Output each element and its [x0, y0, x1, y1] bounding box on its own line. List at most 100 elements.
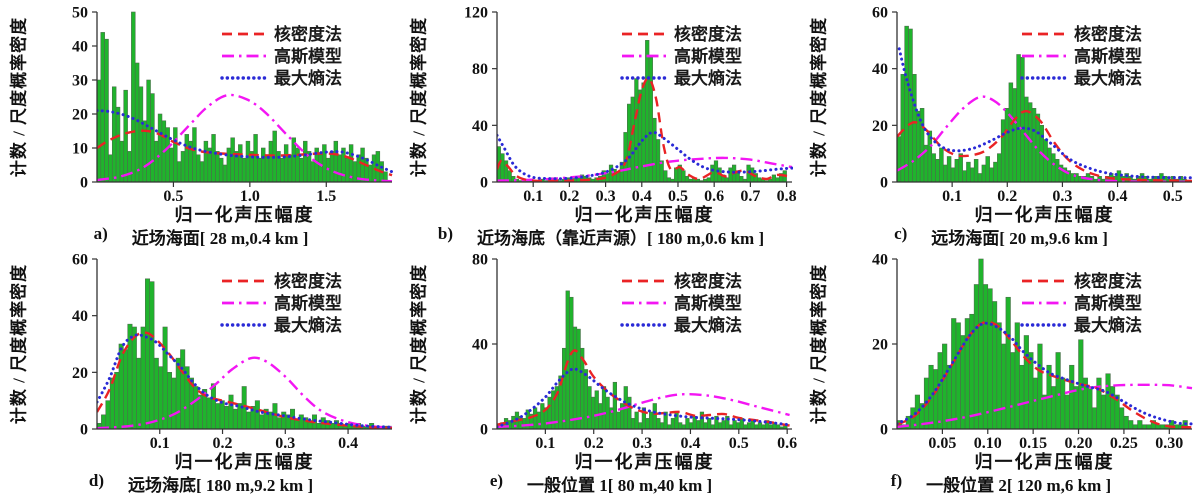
- histogram-bar: [1012, 88, 1017, 183]
- histogram-bar: [757, 422, 763, 430]
- histogram-bar: [287, 154, 293, 183]
- histogram-bar: [345, 157, 350, 183]
- histogram-bar: [153, 357, 159, 430]
- histogram-bars: [896, 258, 1188, 430]
- curve-gaussian-model: [97, 93, 393, 182]
- legend-label-max-entropy: 最大熵法: [674, 315, 742, 335]
- histogram-bar: [576, 328, 581, 430]
- histogram-bar: [732, 420, 737, 430]
- histogram-bar: [352, 161, 358, 183]
- tick-labels: 0 20 40 60 0.1 0.2 0.3 0.4 0.5: [872, 5, 1183, 206]
- histogram-bar: [652, 403, 657, 430]
- histogram-bar: [996, 322, 1002, 430]
- subplot-f: 0 20 40 0.05 0.10 0.15 0.20 0.25 0.30 核密度法 高斯模型 最大熵…: [800, 247, 1200, 495]
- histogram-bar: [162, 326, 168, 430]
- caption-text: 近场海底（靠近声源）[ 180 m,0.6 km ]: [477, 229, 765, 248]
- histogram-bar: [1047, 147, 1052, 183]
- histogram-bar: [503, 160, 509, 183]
- histogram-bar: [684, 176, 690, 183]
- y-tick-label: 10: [72, 141, 88, 158]
- histogram-bar: [203, 140, 209, 183]
- histogram-bar: [703, 422, 708, 430]
- histogram-bar: [937, 352, 943, 430]
- histogram-bar: [637, 89, 643, 183]
- caption-text: 近场海面[ 28 m,0.4 km ]: [131, 229, 309, 248]
- y-tick-label: 120: [464, 5, 488, 22]
- histogram-bar: [299, 157, 304, 183]
- histogram-bar: [565, 290, 570, 430]
- caption-text: 一般位置 1[ 80 m,40 km ]: [527, 476, 713, 495]
- histogram-bar: [100, 32, 105, 183]
- histogram-bar: [674, 167, 679, 183]
- histogram-bar: [131, 326, 137, 430]
- tick-marks: [492, 258, 788, 434]
- histogram-bar: [652, 117, 657, 183]
- axes-spines: [496, 12, 792, 183]
- caption-index: f): [890, 471, 903, 490]
- histogram-bar: [230, 137, 235, 183]
- histogram-bar: [943, 164, 948, 183]
- histogram-bar: [656, 418, 661, 430]
- histogram-bar: [966, 161, 971, 183]
- x-tick-label: 0.1: [150, 435, 170, 452]
- histogram-bar: [199, 161, 205, 183]
- x-tick-label: 0.3: [632, 435, 652, 452]
- histogram-bar: [215, 151, 220, 183]
- histogram-bar: [246, 411, 252, 430]
- histogram-bar: [594, 390, 599, 430]
- legend-label-gaussian-model: 高斯模型: [674, 293, 742, 313]
- histogram-bar: [987, 288, 993, 430]
- y-tick-label: 40: [472, 118, 488, 135]
- histogram-bar: [989, 167, 994, 183]
- x-axis-label: 归一化声压幅度: [574, 452, 715, 472]
- curve-kernel-density: [97, 331, 393, 429]
- histogram-bar: [627, 396, 632, 430]
- x-axis-label: 归一化声压幅度: [574, 205, 715, 225]
- y-tick-label: 30: [72, 73, 88, 90]
- curve-kernel-density: [897, 109, 1193, 182]
- histogram-bar: [118, 343, 124, 430]
- x-tick-label: 0.30: [1155, 435, 1183, 452]
- histogram-bar: [375, 151, 381, 183]
- histogram-bar: [645, 418, 650, 430]
- histogram-bar: [1051, 386, 1057, 430]
- x-tick-label: 0.25: [1110, 435, 1138, 452]
- histogram-bar: [150, 93, 155, 183]
- histogram-bar: [1019, 364, 1025, 430]
- histogram-bar: [228, 394, 234, 430]
- tick-marks: [92, 258, 349, 434]
- histogram-bar: [180, 151, 186, 183]
- axes-spines: [96, 259, 392, 430]
- histogram-bar: [210, 383, 216, 430]
- y-tick-label: 0: [80, 175, 88, 192]
- histogram-bar: [985, 156, 990, 183]
- subplot-c: 0 20 40 60 0.1 0.2 0.3 0.4 0.5 核密度法 高斯模型 最大熵法 计数 / …: [800, 0, 1200, 248]
- caption-index: d): [88, 471, 104, 490]
- histogram-bar: [157, 113, 163, 183]
- histogram-bar: [1043, 139, 1048, 183]
- histogram-bar: [154, 140, 159, 183]
- histogram-bar: [970, 167, 975, 183]
- curve-max-entropy: [497, 367, 792, 429]
- subplot-caption: a) 近场海面[ 28 m,0.4 km ]: [8, 224, 394, 249]
- histogram-bar: [224, 406, 230, 430]
- y-axis-label: 计数 / 尺度概率密度: [809, 16, 829, 178]
- y-tick-label: 40: [872, 252, 888, 269]
- x-tick-label: 0.6: [777, 435, 797, 452]
- x-axis-label: 归一化声压幅度: [974, 452, 1115, 472]
- histogram-bar: [145, 278, 151, 430]
- histogram-bar: [935, 159, 940, 183]
- y-tick-label: 0: [80, 422, 88, 439]
- legend-label-max-entropy: 最大熵法: [674, 68, 742, 88]
- x-tick-label: 0.5: [163, 188, 183, 205]
- histogram-bar: [1064, 394, 1070, 430]
- histogram-bar: [180, 349, 186, 430]
- histogram-bar: [218, 157, 224, 183]
- histogram-bar: [111, 86, 117, 183]
- histogram-bar: [962, 170, 967, 183]
- histogram-bars: [496, 290, 788, 430]
- legend-label-kernel-density: 核密度法: [274, 24, 342, 44]
